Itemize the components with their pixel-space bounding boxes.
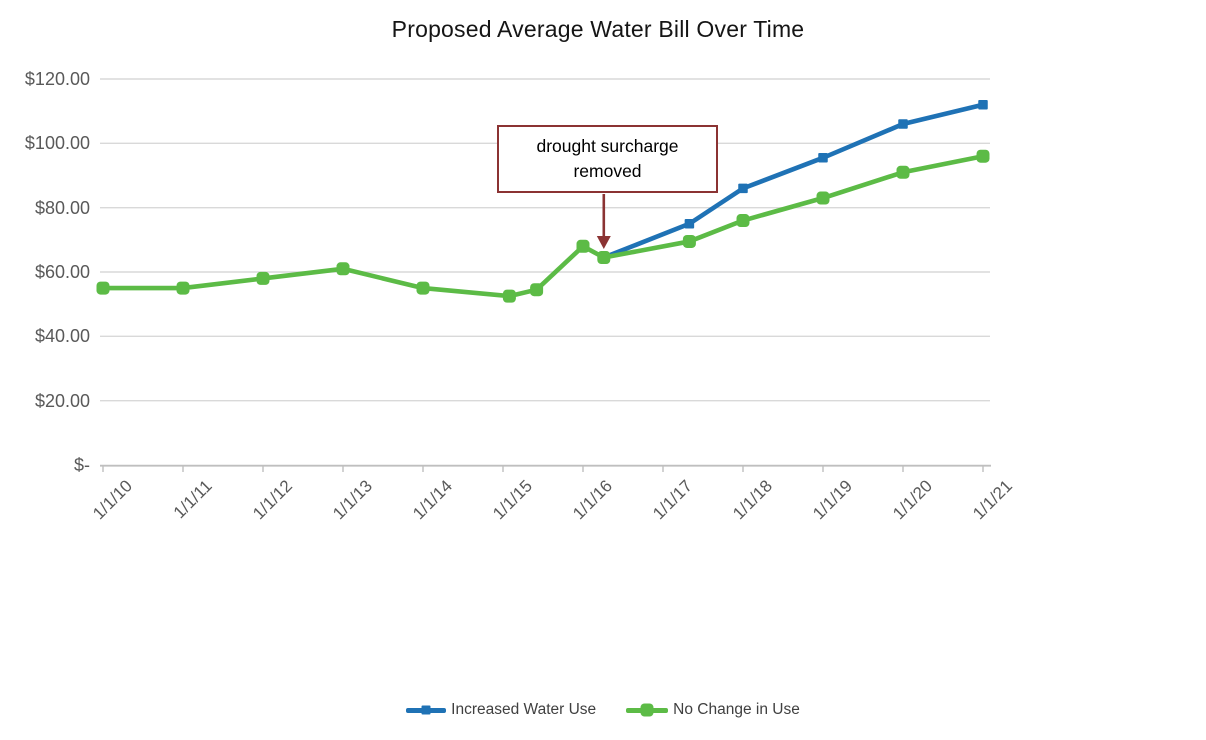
data-point-marker <box>336 262 350 276</box>
data-point-marker <box>682 234 696 248</box>
data-point-marker <box>502 289 516 303</box>
y-tick-label: $20.00 <box>34 390 90 411</box>
data-point-marker <box>597 251 611 265</box>
data-point-marker <box>416 281 430 295</box>
annotation-arrow-head-icon <box>596 236 611 249</box>
data-point-marker <box>684 219 695 229</box>
legend-line-swatch-blue <box>406 705 447 715</box>
y-tick-label: $80.00 <box>34 197 90 218</box>
data-point-marker <box>576 239 590 253</box>
data-point-marker <box>816 191 830 205</box>
data-point-marker <box>256 271 270 285</box>
legend-line-swatch-green <box>626 703 669 717</box>
legend-label: No Change in Use <box>673 701 800 718</box>
legend-item-increased-water-use: Increased Water Use <box>406 701 596 719</box>
chart-title: Proposed Average Water Bill Over Time <box>391 16 805 42</box>
series-line-increased-water-use <box>601 102 986 260</box>
legend-item-no-change-in-use: No Change in Use <box>626 701 800 719</box>
annotation-callout: drought surcharge removed <box>497 125 718 193</box>
data-point-marker <box>736 214 750 228</box>
y-tick-label: $40.00 <box>34 326 90 347</box>
data-point-marker <box>818 153 828 163</box>
annotation-text-line1: drought surcharge <box>536 136 679 156</box>
y-tick-label: $- <box>73 455 90 475</box>
data-point-marker <box>738 183 748 194</box>
annotation-text-line2: removed <box>573 161 642 181</box>
legend-marker-rounded-square-icon <box>640 703 654 717</box>
data-point-marker <box>896 165 910 179</box>
data-point-marker <box>176 281 190 295</box>
legend: Increased Water Use No Change in Use <box>0 701 1206 719</box>
data-point-marker <box>530 283 544 297</box>
data-point-marker <box>898 119 908 129</box>
data-point-marker <box>978 99 988 110</box>
y-tick-label: $100.00 <box>24 133 90 154</box>
legend-marker-square-icon <box>421 705 431 715</box>
y-tick-label: $60.00 <box>34 262 90 282</box>
data-point-marker <box>976 149 990 163</box>
legend-label: Increased Water Use <box>451 701 597 718</box>
series-line-no-change-in-use <box>100 153 986 299</box>
data-point-marker <box>96 281 110 295</box>
y-tick-label: $120.00 <box>24 69 90 89</box>
